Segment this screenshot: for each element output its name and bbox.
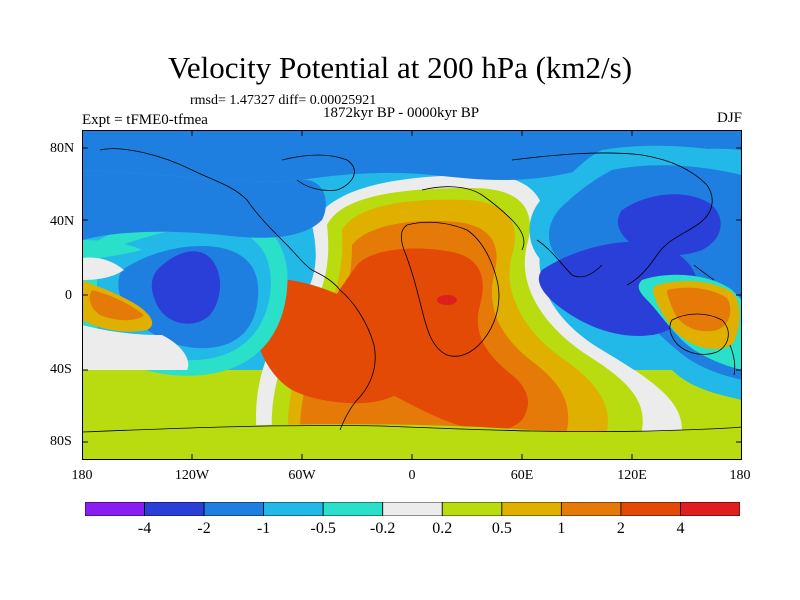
colorbar-label: 4 (676, 520, 685, 537)
contour-field (82, 130, 742, 460)
colorbar-label: -2 (197, 520, 211, 537)
colorbar-label: 1 (557, 520, 566, 537)
colorbar-swatch (85, 502, 145, 516)
y-label-40s: 40S (50, 362, 72, 377)
colorbar-swatch (680, 502, 740, 516)
colorbar-label: -1 (256, 520, 271, 537)
axis-ticks (82, 130, 742, 460)
colorbar-swatch (620, 502, 681, 516)
colorbar-label: -0.2 (370, 520, 396, 537)
season-label: DJF (716, 110, 742, 126)
colorbar-label: -0.5 (310, 520, 336, 537)
colorbar-label: -4 (137, 520, 152, 537)
colorbar-swatch (322, 502, 384, 516)
colorbar-swatch (203, 502, 265, 516)
chart-title: Velocity Potential at 200 hPa (km2/s) (167, 50, 633, 85)
x-label-60e: 60E (510, 468, 534, 483)
x-label-120w: 120W (174, 468, 210, 483)
colorbar-swatch (501, 502, 562, 516)
coastlines (82, 148, 742, 433)
colorbar-swatch (382, 502, 443, 516)
colorbar-swatch (263, 502, 324, 516)
period-label: 1872kyr BP - 0000kyr BP (323, 105, 480, 121)
colorbar-swatch (144, 502, 205, 516)
x-label-180w: 180 (71, 468, 93, 483)
y-label-40n: 40N (50, 214, 75, 229)
colorbar-swatch (441, 502, 503, 516)
colorbar-label: 0.5 (491, 520, 512, 537)
colorbar-label: 0.2 (432, 520, 453, 537)
experiment-label: Expt = tFME0-tfmea (82, 112, 208, 128)
y-label-80s: 80S (50, 434, 72, 449)
y-label-80n: 80N (50, 141, 75, 156)
colorbar (85, 502, 740, 516)
colorbar-swatch (560, 502, 622, 516)
x-label-60w: 60W (288, 468, 316, 483)
x-label-0: 0 (408, 468, 416, 483)
map-panel (82, 130, 742, 460)
x-label-120e: 120E (617, 468, 647, 483)
y-label-0: 0 (65, 288, 72, 303)
stats-text: rmsd= 1.47327 diff= 0.00025921 (190, 93, 377, 108)
x-label-180e: 180 (729, 468, 751, 483)
colorbar-label: 2 (616, 520, 625, 537)
